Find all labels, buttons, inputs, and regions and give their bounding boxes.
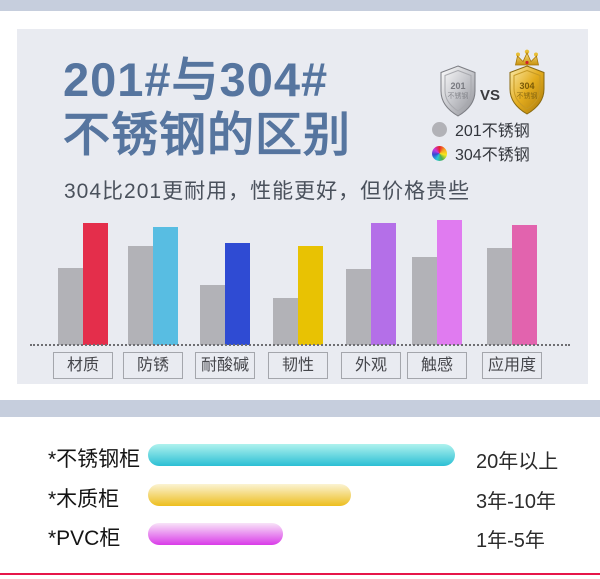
title-line-2: 不锈钢的区别 xyxy=(63,108,351,161)
durability-label: *PVC柜 xyxy=(48,527,121,550)
bar-304-耐酸碱 xyxy=(225,243,250,345)
bar-201-防锈 xyxy=(128,246,153,345)
bar-304-外观 xyxy=(371,223,396,345)
durability-value: 20年以上 xyxy=(476,451,559,473)
silver-shield-word: 不锈钢 xyxy=(448,91,469,100)
bar-304-防锈 xyxy=(153,227,178,345)
durability-row: *木质柜 3年-10年 xyxy=(0,483,600,513)
silver-shield-grade: 201 xyxy=(450,81,465,91)
crown-icon xyxy=(515,52,539,66)
durability-row: *不锈钢柜 20年以上 xyxy=(0,443,600,473)
vs-label: VS xyxy=(480,87,501,104)
gold-shield-grade: 304 xyxy=(519,81,534,91)
bar-201-应用度 xyxy=(487,248,512,345)
legend-label-201: 201不锈钢 xyxy=(455,123,530,140)
bar-304-应用度 xyxy=(512,225,537,345)
gray-dot-icon xyxy=(432,121,447,137)
bar-201-外观 xyxy=(346,269,371,345)
durability-pill xyxy=(148,484,351,506)
category-label-触感: 触感 xyxy=(406,352,468,379)
durability-pill xyxy=(148,523,283,545)
chart-baseline xyxy=(30,344,570,346)
category-label-耐酸碱: 耐酸碱 xyxy=(194,352,256,379)
category-label-应用度: 应用度 xyxy=(481,352,543,379)
bar-201-触感 xyxy=(412,257,437,345)
bar-304-触感 xyxy=(437,220,462,345)
rainbow-dot-icon xyxy=(432,145,447,161)
category-label-韧性: 韧性 xyxy=(267,352,329,379)
category-label-外观: 外观 xyxy=(340,352,402,379)
title-line-1: 201#与304# xyxy=(63,53,329,106)
legend-item-304: 304不锈钢 xyxy=(432,141,530,165)
bar-201-材质 xyxy=(58,268,83,345)
durability-row: *PVC柜 1年-5年 xyxy=(0,522,600,552)
bar-201-耐酸碱 xyxy=(200,285,225,345)
bar-304-材质 xyxy=(83,223,108,345)
durability-value: 1年-5年 xyxy=(476,530,545,552)
durability-value: 3年-10年 xyxy=(476,491,557,513)
legend-item-201: 201不锈钢 xyxy=(432,117,530,141)
middle-divider-band xyxy=(0,400,600,417)
top-divider-band xyxy=(0,0,600,11)
durability-label: *不锈钢柜 xyxy=(48,448,141,471)
category-label-材质: 材质 xyxy=(52,352,114,379)
chart-legend: 201不锈钢 304不锈钢 xyxy=(432,117,530,165)
gold-shield-icon: 304 不锈钢 xyxy=(509,49,545,115)
versus-graphic: 201 不锈钢 VS xyxy=(420,49,570,129)
bottom-red-line xyxy=(0,573,600,575)
page-subtitle: 304比201更耐用，性能更好，但价格贵些 xyxy=(64,180,471,203)
legend-label-304: 304不锈钢 xyxy=(455,147,530,164)
gold-shield-word: 不锈钢 xyxy=(517,91,538,100)
category-label-防锈: 防锈 xyxy=(122,352,184,379)
page-title: 201#与304# 不锈钢的区别 xyxy=(63,52,351,162)
bar-201-韧性 xyxy=(273,298,298,345)
durability-pill xyxy=(148,444,455,466)
silver-shield-icon: 201 不锈钢 xyxy=(440,65,476,117)
durability-label: *木质柜 xyxy=(48,488,120,511)
bar-304-韧性 xyxy=(298,246,323,345)
